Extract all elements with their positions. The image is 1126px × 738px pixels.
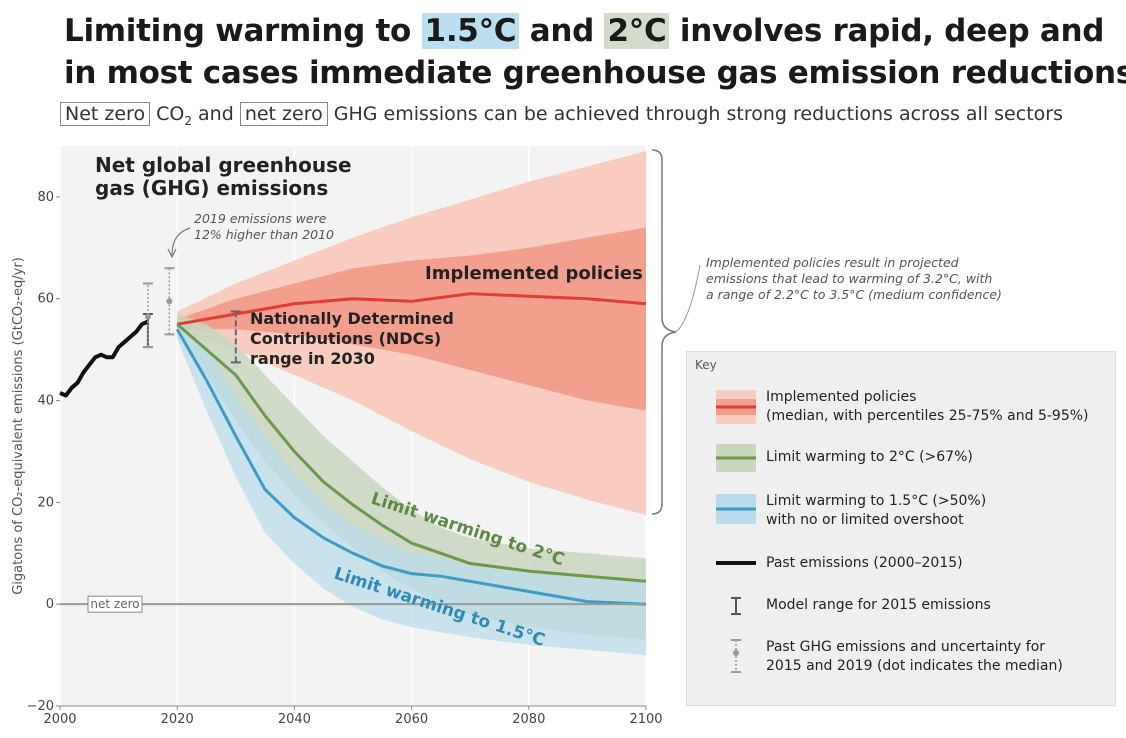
key-item-5-line-1: Model range for 2015 emissions [766, 597, 991, 613]
annotation-2019-arrowhead [167, 248, 177, 259]
highlight-2c: 2°C [604, 13, 670, 49]
right-note-line-3: a range of 2.2°C to 3.5°C (medium confid… [706, 287, 1002, 302]
key-item-limit-1-5c: Limit warming to 1.5°C (>50%) with no or… [687, 492, 1117, 532]
annotation-2019-arrow [171, 227, 191, 256]
right-note-line-1: Implemented policies result in projected [706, 255, 959, 270]
ndc-label-line-3: range in 2030 [250, 349, 375, 368]
limit-2c-swatch [716, 444, 756, 472]
subtitle: Net zero CO2 and net zero GHG emissions … [60, 102, 1063, 128]
net-zero-box-1: Net zero [60, 102, 151, 126]
key-item-3-line-2: with no or limited overshoot [766, 512, 964, 528]
key-item-6-line-2: 2015 and 2019 (dot indicates the median) [766, 658, 1063, 674]
past-emissions-line [59, 319, 149, 398]
limit-1-5c-swatch [716, 494, 756, 524]
key-item-2-line-1: Limit warming to 2°C (>67%) [766, 449, 973, 465]
ndc-label-line-1: Nationally Determined [250, 309, 454, 328]
key-item-4-line-1: Past emissions (2000–2015) [766, 555, 963, 571]
ndc-label-line-2: Contributions (NDCs) [250, 329, 441, 348]
x-tick-label: 2080 [512, 712, 545, 727]
limit-2c-median-line [176, 323, 647, 583]
title-text-c: involves rapid, deep and [669, 13, 1105, 49]
key-item-1-line-1: Implemented policies [766, 389, 917, 405]
title-text-a: Limiting warming to [64, 13, 422, 49]
title-line-2: in most cases immediate greenhouse gas e… [64, 55, 1126, 91]
main-title: Limiting warming to 1.5°C and 2°C involv… [64, 10, 1126, 94]
x-tick-label: 2060 [395, 712, 428, 727]
title-line-1: Limiting warming to 1.5°C and 2°C involv… [64, 10, 1126, 52]
x-tick-label: 2100 [629, 712, 662, 727]
limit-1-5c-median-line [175, 328, 647, 606]
x-tick-label: 2020 [161, 712, 194, 727]
y-tick-label: 20 [37, 495, 54, 510]
y-tick-label: 0 [46, 597, 54, 612]
co2-subscript: 2 [184, 113, 192, 128]
past-uncertainty-median-dot [166, 298, 173, 305]
key-item-limit-2c: Limit warming to 2°C (>67%) [687, 444, 1117, 478]
implemented-policies-brace [651, 149, 677, 515]
y-tick-label: 40 [37, 394, 54, 409]
limit-1-5c-band [177, 319, 646, 656]
brace-connector [675, 264, 701, 333]
key-item-6-line-1: Past GHG emissions and uncertainty for [766, 639, 1046, 655]
key-item-implemented-policies: Implemented policies (median, with perce… [687, 388, 1117, 428]
y-tick-label: 60 [37, 292, 54, 307]
key-item-past-emissions: Past emissions (2000–2015) [687, 554, 1117, 576]
model-range-icon [731, 597, 741, 615]
net-zero-label: net zero [90, 597, 139, 611]
y-tick-label: 80 [37, 190, 54, 205]
chart-title-line-2: gas (GHG) emissions [95, 176, 328, 200]
annotation-2019-line-2: 12% higher than 2010 [194, 227, 334, 242]
key-title: Key [695, 358, 717, 372]
key-item-past-uncertainty: Past GHG emissions and uncertainty for 2… [687, 638, 1117, 678]
subtitle-rest: GHG emissions can be achieved through st… [327, 103, 1063, 125]
implemented-policies-band-25-75 [177, 227, 646, 411]
chart-title-line-1: Net global greenhouse [95, 153, 352, 177]
y-tick-label: −20 [27, 699, 54, 714]
x-tick-label: 2000 [43, 712, 76, 727]
past-uncertainty-median-dot [144, 313, 151, 320]
key-item-model-range: Model range for 2015 emissions [687, 596, 1117, 618]
net-zero-label-box [87, 595, 143, 613]
x-tick-label: 2040 [278, 712, 311, 727]
right-note-line-2: emissions that lead to warming of 3.2°C,… [706, 271, 992, 286]
y-axis-label: Gigatons of CO₂-equivalent emissions (Gt… [11, 257, 26, 595]
net-zero-box-2: net zero [239, 102, 328, 126]
subtitle-and: and [192, 103, 240, 125]
title-text-b: and [519, 13, 605, 49]
past-uncertainty-icon [731, 639, 741, 673]
past-emissions-swatch [716, 561, 756, 565]
co2-text: CO [156, 103, 185, 125]
legend-key: Key Implemented policies (median, with p… [686, 351, 1116, 706]
implemented-policies-median-line [176, 292, 647, 326]
limit-2c-band [177, 314, 646, 640]
implemented-policies-inline-label: Implemented policies [425, 263, 643, 284]
key-item-1-line-2: (median, with percentiles 25-75% and 5-9… [766, 408, 1089, 424]
implemented-policies-swatch [716, 390, 756, 424]
highlight-1-5c: 1.5°C [421, 13, 520, 49]
key-item-3-line-1: Limit warming to 1.5°C (>50%) [766, 493, 987, 509]
annotation-2019-line-1: 2019 emissions were [194, 211, 327, 226]
